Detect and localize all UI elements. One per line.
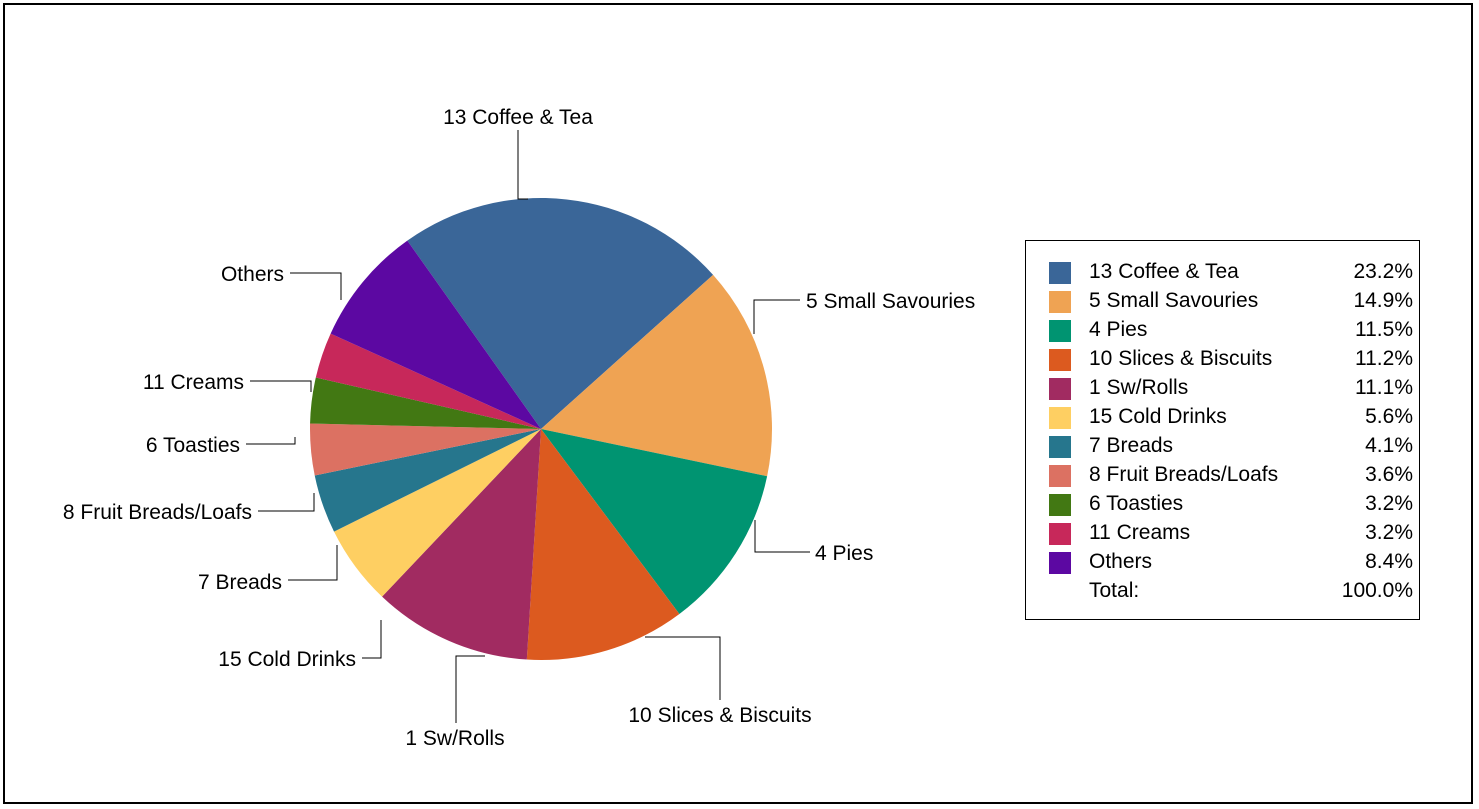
leader-line-breads bbox=[288, 545, 338, 581]
legend-item-label: 10 Slices & Biscuits bbox=[1089, 347, 1273, 370]
leader-line-pies bbox=[754, 520, 810, 553]
leader-line-fruit-breads bbox=[258, 493, 315, 512]
legend-item: 11 Creams 3.2% bbox=[1026, 519, 1419, 548]
pie-slice-fruit-breads bbox=[309, 423, 541, 476]
legend-item-percent: 11.2% bbox=[1355, 347, 1413, 370]
legend-item: 7 Breads 4.1% bbox=[1026, 432, 1419, 461]
legend-item-percent: 5.6% bbox=[1365, 405, 1413, 428]
leader-line-coffee-tea bbox=[517, 130, 528, 200]
slice-label-slices-biscuits: 10 Slices & Biscuits bbox=[628, 704, 811, 727]
legend-item-label: 11 Creams bbox=[1089, 521, 1191, 544]
legend-item-label: 8 Fruit Breads/Loafs bbox=[1089, 463, 1279, 486]
slice-label-fruit-breads: 8 Fruit Breads/Loafs bbox=[63, 501, 252, 524]
legend-swatch bbox=[1049, 465, 1071, 487]
pie-slice-coffee-tea bbox=[407, 198, 714, 429]
legend-item-percent: 3.2% bbox=[1365, 492, 1413, 515]
slice-label-cold-drinks: 15 Cold Drinks bbox=[218, 648, 356, 671]
legend-item: 10 Slices & Biscuits 11.2% bbox=[1026, 345, 1419, 374]
legend-item-percent: 11.5% bbox=[1355, 318, 1413, 341]
legend-item-label: 13 Coffee & Tea bbox=[1089, 260, 1239, 283]
legend-swatch bbox=[1049, 407, 1071, 429]
legend-item-label: 6 Toasties bbox=[1089, 492, 1184, 515]
leader-line-others bbox=[290, 272, 342, 300]
pie-slice-toasties bbox=[310, 377, 541, 429]
pie-slice-cold-drinks bbox=[334, 429, 541, 597]
legend-item: 4 Pies 11.5% bbox=[1026, 316, 1419, 345]
pie-slice-creams bbox=[315, 333, 541, 429]
pie-slice-slices-biscuits bbox=[526, 429, 680, 660]
pie-slice-small-savouries bbox=[541, 274, 773, 477]
legend-swatch bbox=[1049, 291, 1071, 313]
legend-swatch bbox=[1049, 436, 1071, 458]
legend-item-label: 1 Sw/Rolls bbox=[1089, 376, 1189, 399]
slice-label-creams: 11 Creams bbox=[143, 371, 244, 394]
legend-item: 5 Small Savouries 14.9% bbox=[1026, 287, 1419, 316]
pie-slice-pies bbox=[541, 429, 768, 614]
leader-line-slices-biscuits bbox=[645, 636, 721, 700]
legend-item: 8 Fruit Breads/Loafs 3.6% bbox=[1026, 461, 1419, 490]
slice-label-others: Others bbox=[221, 263, 284, 286]
slice-label-coffee-tea: 13 Coffee & Tea bbox=[443, 106, 593, 129]
legend-item-percent: 11.1% bbox=[1355, 376, 1413, 399]
slice-label-small-savouries: 5 Small Savouries bbox=[806, 290, 975, 313]
label-leader-lines bbox=[246, 130, 810, 723]
legend-total-value: 100.0% bbox=[1341, 579, 1413, 602]
slice-label-sw-rolls: 1 Sw/Rolls bbox=[405, 727, 504, 750]
legend-item-label: Others bbox=[1089, 550, 1153, 573]
legend-item-percent: 3.6% bbox=[1365, 463, 1413, 486]
legend-item: Others 8.4% bbox=[1026, 548, 1419, 577]
pie-slice-others bbox=[330, 240, 541, 429]
legend-item-label: 15 Cold Drinks bbox=[1089, 405, 1227, 428]
pie-slices bbox=[309, 198, 773, 660]
leader-line-sw-rolls bbox=[455, 655, 485, 723]
legend: 13 Coffee & Tea 23.2% 5 Small Savouries … bbox=[1025, 240, 1420, 620]
legend-swatch bbox=[1049, 494, 1071, 516]
legend-item-percent: 14.9% bbox=[1353, 289, 1413, 312]
legend-item-percent: 23.2% bbox=[1353, 260, 1413, 283]
legend-item: 6 Toasties 3.2% bbox=[1026, 490, 1419, 519]
legend-item-percent: 8.4% bbox=[1365, 550, 1413, 573]
pie-slice-sw-rolls bbox=[382, 429, 541, 660]
leader-line-creams bbox=[250, 380, 312, 392]
legend-swatch bbox=[1049, 262, 1071, 284]
legend-item-label: 5 Small Savouries bbox=[1089, 289, 1259, 312]
slice-labels: 13 Coffee & Tea 5 Small Savouries 4 Pies… bbox=[63, 106, 975, 750]
legend-total-row: Total: 100.0% bbox=[1026, 577, 1419, 606]
legend-item: 15 Cold Drinks 5.6% bbox=[1026, 403, 1419, 432]
leader-line-cold-drinks bbox=[362, 620, 382, 659]
slice-label-breads: 7 Breads bbox=[198, 571, 282, 594]
legend-item-label: 4 Pies bbox=[1089, 318, 1148, 341]
legend-swatch bbox=[1049, 349, 1071, 371]
legend-swatch bbox=[1049, 523, 1071, 545]
legend-total-label: Total: bbox=[1089, 579, 1140, 602]
legend-item: 1 Sw/Rolls 11.1% bbox=[1026, 374, 1419, 403]
pie-slice-breads bbox=[314, 429, 541, 532]
legend-item-label: 7 Breads bbox=[1089, 434, 1174, 457]
legend-item: 13 Coffee & Tea 23.2% bbox=[1026, 258, 1419, 287]
legend-item-percent: 4.1% bbox=[1365, 434, 1413, 457]
leader-line-toasties bbox=[246, 437, 296, 445]
legend-item-percent: 3.2% bbox=[1365, 521, 1413, 544]
slice-label-toasties: 6 Toasties bbox=[146, 434, 240, 457]
legend-swatch bbox=[1049, 320, 1071, 342]
legend-swatch bbox=[1049, 378, 1071, 400]
legend-swatch bbox=[1049, 552, 1071, 574]
slice-label-pies: 4 Pies bbox=[815, 542, 873, 565]
leader-line-small-savouries bbox=[753, 299, 800, 334]
